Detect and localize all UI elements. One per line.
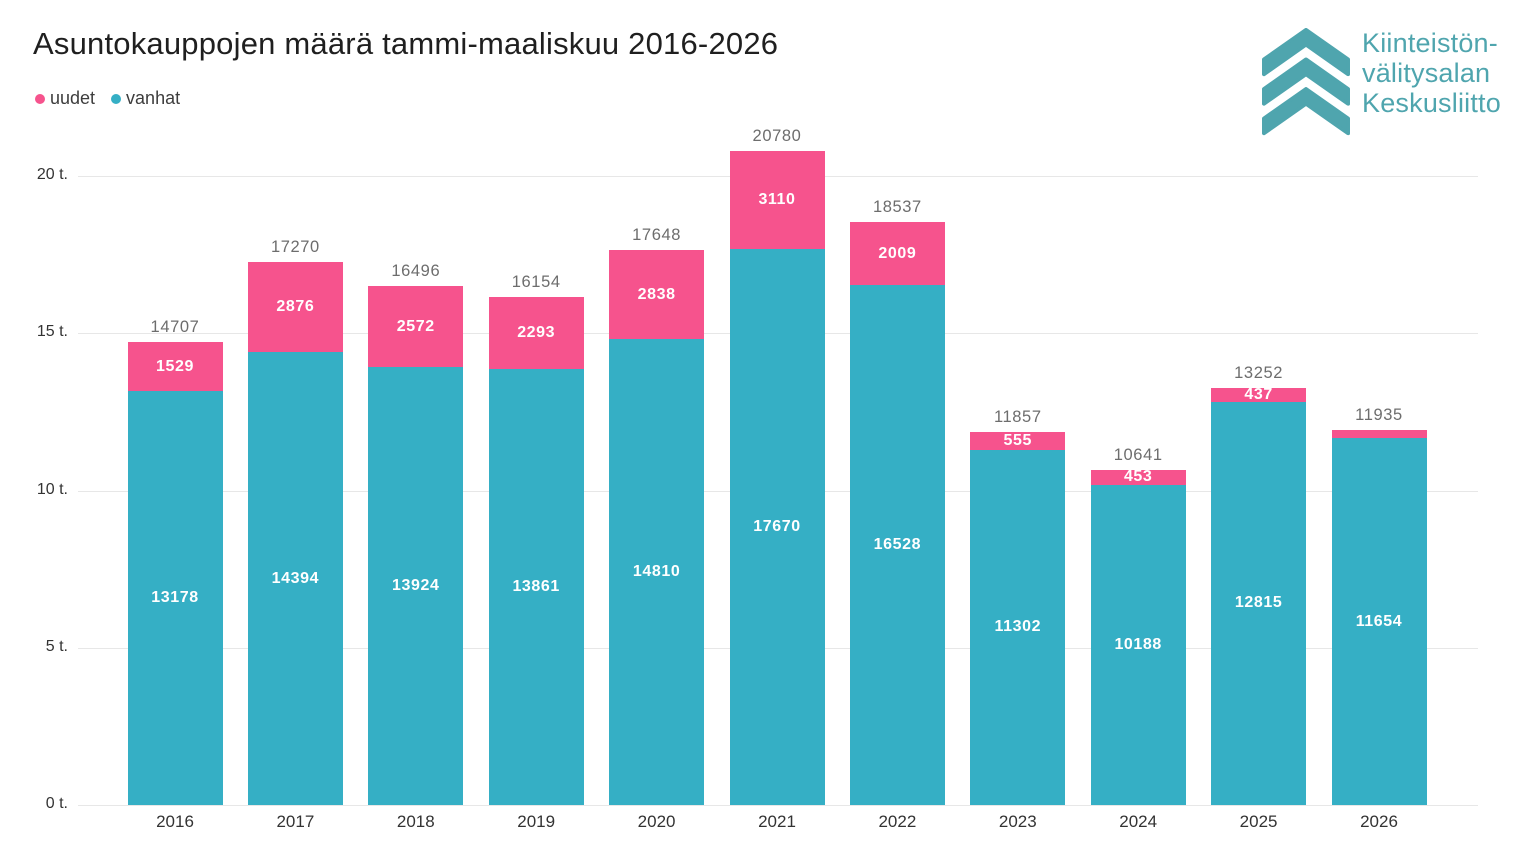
bar-segment-vanhat-2016[interactable] xyxy=(127,390,223,805)
company-logo: Kiinteistön- välitysalan Keskusliitto xyxy=(1262,28,1501,136)
bar-segment-vanhat-2022[interactable] xyxy=(849,285,945,805)
bar-segment-vanhat-2017[interactable] xyxy=(247,352,343,805)
bar-segment-vanhat-2026[interactable] xyxy=(1331,438,1427,805)
bar-value-label-uudet: 2293 xyxy=(517,324,556,341)
bar-value-label-vanhat: 17670 xyxy=(753,518,801,536)
bar-segment-uudet-2019[interactable] xyxy=(488,296,584,370)
bar-value-label-vanhat: 13178 xyxy=(151,588,199,606)
bar-segment-vanhat-2025[interactable] xyxy=(1211,401,1307,805)
y-axis-tick-label: 20 t. xyxy=(36,166,68,183)
bar-segment-vanhat-2018[interactable] xyxy=(368,367,464,805)
x-axis-label: 2024 xyxy=(1119,812,1158,831)
bar-segment-uudet-2026[interactable] xyxy=(1331,429,1427,439)
bar-total-label: 18537 xyxy=(872,198,922,216)
triple-chevron-up-icon xyxy=(1262,28,1350,136)
y-axis-tick-label: 10 t. xyxy=(36,480,68,498)
bar-total-label: 17270 xyxy=(270,237,320,256)
x-axis-label: 2025 xyxy=(1239,812,1278,831)
bar-segment-vanhat-2024[interactable] xyxy=(1090,484,1186,805)
bar-segment-uudet-2017[interactable] xyxy=(247,261,343,353)
y-axis-tick-label: 5 t. xyxy=(45,637,68,655)
legend-item-uudet[interactable]: uudet xyxy=(35,88,95,109)
bar-value-label-vanhat: 11302 xyxy=(994,618,1042,636)
bar-value-label-uudet: 2838 xyxy=(637,285,676,303)
bar-segment-vanhat-2019[interactable] xyxy=(488,369,584,805)
bar-total-label: 16496 xyxy=(391,262,441,281)
bar-segment-vanhat-2023[interactable] xyxy=(970,449,1066,805)
bar-total-label: 11857 xyxy=(993,408,1042,427)
bar-segment-uudet-2024[interactable] xyxy=(1090,470,1186,485)
bar-total-label: 11935 xyxy=(1355,405,1403,424)
bar-segment-vanhat-2021[interactable] xyxy=(729,249,825,805)
bar-total-label: 10641 xyxy=(1113,446,1163,465)
bar-total-label: 14707 xyxy=(150,318,200,337)
x-axis-label: 2021 xyxy=(758,812,796,831)
bar-total-label: 20780 xyxy=(752,127,802,146)
bar-segment-uudet-2018[interactable] xyxy=(368,286,464,368)
bar-total-label: 16154 xyxy=(511,272,561,291)
bar-value-label-uudet: 437 xyxy=(1244,386,1273,404)
bar-value-label-vanhat: 12815 xyxy=(1234,594,1283,612)
bar-value-label-vanhat: 10188 xyxy=(1114,635,1162,653)
legend-label-uudet: uudet xyxy=(50,88,96,108)
bar-value-label-vanhat: 16528 xyxy=(873,536,922,554)
legend: uudet vanhat xyxy=(35,88,180,109)
legend-item-vanhat[interactable]: vanhat xyxy=(111,88,180,109)
bar-value-label-vanhat: 11654 xyxy=(1355,612,1403,630)
chart-title: Asuntokauppojen määrä tammi-maaliskuu 20… xyxy=(33,26,779,61)
legend-swatch-vanhat-icon xyxy=(111,93,122,104)
gridline xyxy=(78,805,1478,806)
bar-value-label-vanhat: 13861 xyxy=(512,578,560,596)
bar-value-label-vanhat: 13924 xyxy=(392,577,440,595)
bar-segment-vanhat-2020[interactable] xyxy=(609,339,705,805)
bar-segment-uudet-2022[interactable] xyxy=(849,222,945,286)
bar-value-label-uudet: 2572 xyxy=(396,317,435,335)
x-axis-label: 2016 xyxy=(156,812,194,831)
bar-value-label-vanhat: 14810 xyxy=(632,563,681,581)
x-axis-label: 2017 xyxy=(276,812,315,831)
bar-value-label-vanhat: 14394 xyxy=(271,569,320,587)
logo-text-line: Kiinteistön- xyxy=(1362,28,1498,58)
y-axis-tick-label: 0 t. xyxy=(45,795,68,812)
x-axis-label: 2020 xyxy=(637,812,676,831)
bar-value-label-uudet: 555 xyxy=(1003,431,1033,449)
bar-total-label: 13252 xyxy=(1234,364,1284,383)
x-axis-label: 2023 xyxy=(998,812,1037,831)
legend-label-vanhat: vanhat xyxy=(126,88,181,108)
logo-text-line: Keskusliitto xyxy=(1362,88,1501,118)
bar-value-label-uudet: 2009 xyxy=(878,244,917,262)
x-axis-label: 2026 xyxy=(1360,812,1398,831)
bar-segment-uudet-2020[interactable] xyxy=(609,249,705,340)
bar-value-label-uudet: 2876 xyxy=(276,298,315,316)
bar-segment-uudet-2023[interactable] xyxy=(970,432,1066,450)
bar-value-label-uudet: 1529 xyxy=(156,357,194,375)
bar-segment-uudet-2016[interactable] xyxy=(127,342,223,391)
bar-value-label-uudet: 3110 xyxy=(758,191,796,209)
bar-value-label-uudet: 453 xyxy=(1123,468,1153,486)
bar-total-label: 17648 xyxy=(632,225,682,244)
bar-segment-uudet-2021[interactable] xyxy=(729,151,825,250)
x-axis-label: 2019 xyxy=(517,812,556,831)
y-axis-tick-label: 15 t. xyxy=(36,323,68,341)
logo-text-line: välitysalan xyxy=(1362,58,1491,88)
logo-text: Kiinteistön- välitysalan Keskusliitto xyxy=(1362,28,1501,118)
x-axis-label: 2018 xyxy=(396,812,435,831)
bar-segment-uudet-2025[interactable] xyxy=(1211,388,1307,402)
legend-swatch-uudet-icon xyxy=(35,93,45,104)
x-axis-label: 2022 xyxy=(878,812,917,831)
